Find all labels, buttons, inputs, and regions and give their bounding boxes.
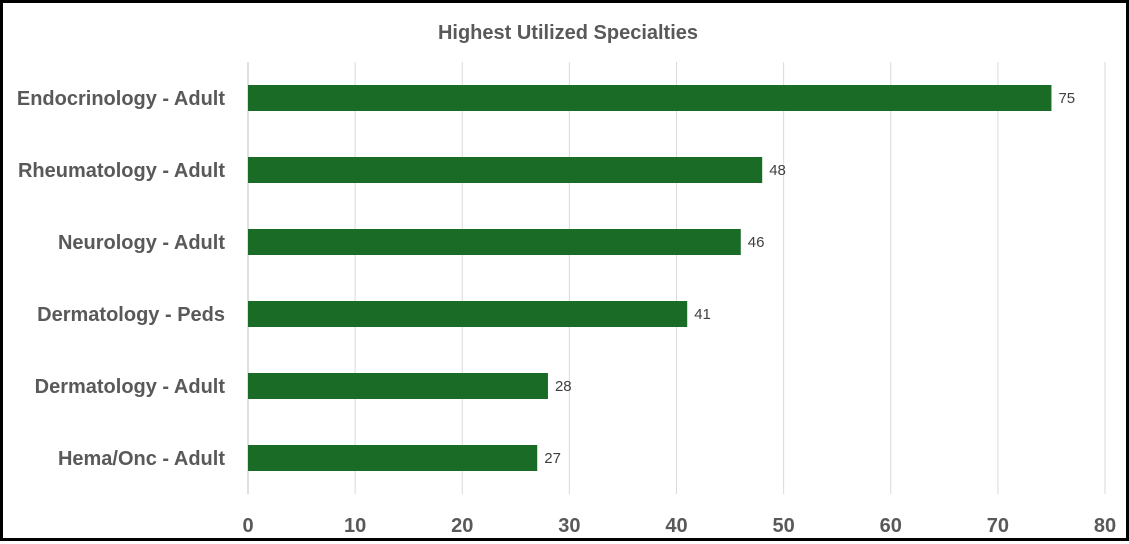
category-label: Dermatology - Peds — [37, 304, 225, 326]
bar — [248, 85, 1052, 111]
data-label: 41 — [694, 306, 711, 323]
category-label: Dermatology - Adult — [35, 376, 226, 398]
bar — [248, 373, 548, 399]
data-label: 27 — [544, 450, 561, 467]
category-label: Hema/Onc - Adult — [58, 448, 225, 470]
x-axis-tick-labels: 0 10 20 30 40 50 60 70 80 — [242, 515, 1116, 537]
x-tick-label: 10 — [344, 515, 366, 537]
x-tick-label: 30 — [558, 515, 580, 537]
x-tick-label: 50 — [773, 515, 795, 537]
x-tick-label: 0 — [242, 515, 253, 537]
data-label: 28 — [555, 378, 572, 395]
category-labels: Endocrinology - Adult Rheumatology - Adul… — [17, 88, 225, 470]
chart-title: Highest Utilized Specialties — [438, 22, 698, 44]
category-label: Endocrinology - Adult — [17, 88, 225, 110]
gridlines — [247, 62, 1106, 494]
data-label: 75 — [1058, 90, 1075, 107]
bar — [248, 301, 688, 327]
x-tick-label: 80 — [1094, 515, 1116, 537]
category-label: Neurology - Adult — [58, 232, 225, 254]
data-label: 48 — [769, 162, 786, 179]
x-tick-label: 60 — [880, 515, 902, 537]
x-tick-label: 70 — [987, 515, 1009, 537]
x-tick-label: 40 — [665, 515, 687, 537]
bars — [248, 85, 1052, 471]
bar-chart: Highest Utilized Specialties Endocrinolo… — [17, 22, 1116, 537]
bar — [248, 157, 763, 183]
category-label: Rheumatology - Adult — [18, 160, 225, 182]
data-labels: 75 48 46 41 28 27 — [544, 90, 1075, 467]
data-label: 46 — [748, 234, 765, 251]
x-tick-label: 20 — [451, 515, 473, 537]
bar — [248, 445, 538, 471]
bar — [248, 229, 741, 255]
